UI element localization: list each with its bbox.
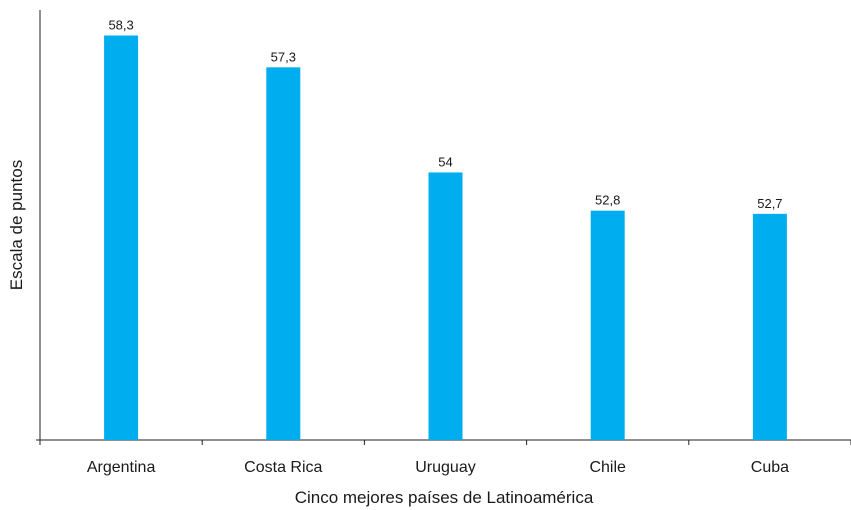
bar-cuba: [752, 213, 787, 440]
value-label: 54: [438, 154, 452, 169]
x-tick-label: Argentina: [87, 459, 156, 476]
value-label: 57,3: [271, 49, 296, 64]
bar-chile: [590, 210, 625, 440]
x-tick-label: Cuba: [751, 459, 789, 476]
x-tick-label: Uruguay: [415, 459, 475, 476]
bar-costa-rica: [266, 67, 301, 440]
value-label: 58,3: [108, 17, 133, 32]
x-tick-label: Costa Rica: [244, 459, 322, 476]
bar-argentina: [104, 35, 139, 441]
value-label: 52,7: [757, 196, 782, 211]
x-tick-label: Chile: [589, 459, 626, 476]
bar-uruguay: [428, 172, 463, 440]
x-ticks-group: Argentina Costa Rica Uruguay Chile Cuba: [39, 440, 851, 476]
x-axis-title: Cinco mejores países de Latinoamérica: [295, 488, 594, 507]
y-axis-title: Escala de puntos: [7, 160, 26, 290]
bars-group: 58,3 57,3 54 52,8 52,7: [104, 17, 787, 441]
value-label: 52,8: [595, 193, 620, 208]
